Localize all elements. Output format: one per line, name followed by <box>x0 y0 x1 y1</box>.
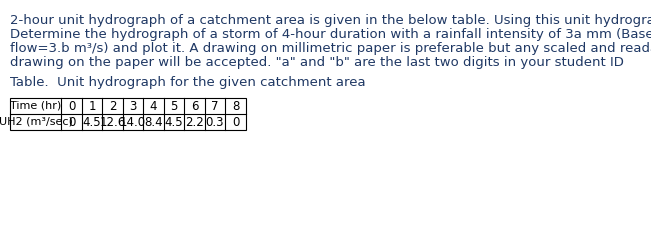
Text: UH2 (m³/sec): UH2 (m³/sec) <box>0 117 73 127</box>
Text: 2.2: 2.2 <box>185 115 204 129</box>
Text: 7: 7 <box>211 100 219 112</box>
Text: Table.  Unit hydrograph for the given catchment area: Table. Unit hydrograph for the given cat… <box>10 76 366 89</box>
Text: Time (hr): Time (hr) <box>10 101 61 111</box>
Text: 4.5: 4.5 <box>83 115 102 129</box>
Text: 0.3: 0.3 <box>206 115 224 129</box>
Text: Determine the hydrograph of a storm of 4-hour duration with a rainfall intensity: Determine the hydrograph of a storm of 4… <box>10 28 651 41</box>
Text: 0: 0 <box>68 115 76 129</box>
Text: 12.6: 12.6 <box>100 115 126 129</box>
Text: 2: 2 <box>109 100 117 112</box>
Bar <box>10 98 245 130</box>
Text: 2-hour unit hydrograph of a catchment area is given in the below table. Using th: 2-hour unit hydrograph of a catchment ar… <box>10 14 651 27</box>
Text: 4: 4 <box>150 100 158 112</box>
Text: 8.4: 8.4 <box>145 115 163 129</box>
Text: 6: 6 <box>191 100 199 112</box>
Text: 1: 1 <box>89 100 96 112</box>
Text: 5: 5 <box>171 100 178 112</box>
Text: 3: 3 <box>130 100 137 112</box>
Text: drawing on the paper will be accepted. "a" and "b" are the last two digits in yo: drawing on the paper will be accepted. "… <box>10 56 624 69</box>
Text: 0: 0 <box>232 115 239 129</box>
Text: flow=3.b m³/s) and plot it. A drawing on millimetric paper is preferable but any: flow=3.b m³/s) and plot it. A drawing on… <box>10 42 651 55</box>
Text: 0: 0 <box>68 100 76 112</box>
Text: 14.0: 14.0 <box>120 115 146 129</box>
Text: 4.5: 4.5 <box>165 115 184 129</box>
Text: 8: 8 <box>232 100 239 112</box>
